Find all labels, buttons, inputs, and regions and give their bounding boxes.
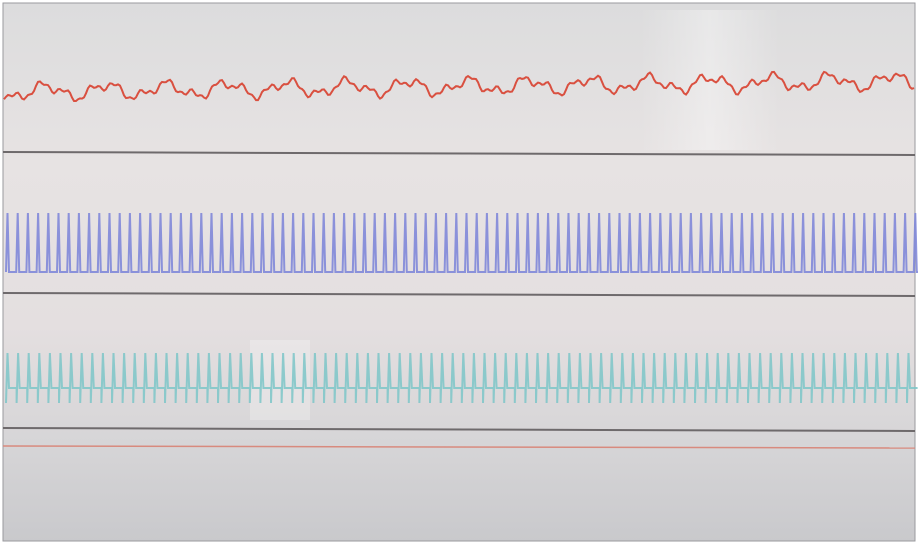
page: (() => { const svg = document.getElement… xyxy=(0,0,918,544)
screen-photo xyxy=(0,0,918,544)
reflection xyxy=(250,340,310,420)
